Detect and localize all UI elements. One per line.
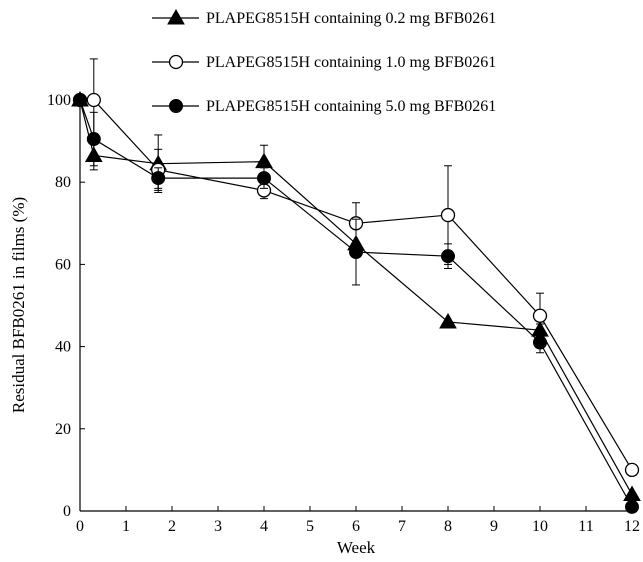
legend-marker xyxy=(168,54,184,70)
y-tick-label: 40 xyxy=(55,339,71,356)
data-point xyxy=(533,335,547,350)
data-point xyxy=(86,92,101,108)
x-tick-label: 10 xyxy=(532,518,548,535)
series-1 xyxy=(71,90,641,502)
legend-label: PLAPEG8515H containing 0.2 mg BFB0261 xyxy=(206,10,496,27)
y-tick-label: 0 xyxy=(63,503,71,520)
legend-marker xyxy=(167,8,185,25)
data-point xyxy=(257,171,271,186)
legend-item-2: PLAPEG8515H containing 1.0 mg BFB0261 xyxy=(152,54,496,71)
data-point xyxy=(623,485,641,502)
legend-marker xyxy=(169,99,183,113)
y-tick-label: 20 xyxy=(55,421,71,438)
x-tick-label: 12 xyxy=(624,518,640,535)
y-ticks: 0 20 40 60 80 100 xyxy=(47,92,85,520)
x-tick-label: 1 xyxy=(122,518,130,535)
series-line xyxy=(80,99,633,471)
x-tick-label: 6 xyxy=(352,518,360,535)
series-3 xyxy=(73,93,639,514)
data-point xyxy=(255,152,273,169)
legend: PLAPEG8515H containing 0.2 mg BFB0261 PLA… xyxy=(152,8,496,115)
y-tick-label: 60 xyxy=(55,256,71,273)
x-tick-label: 7 xyxy=(398,518,406,535)
data-point xyxy=(439,312,457,329)
legend-label: PLAPEG8515H containing 5.0 mg BFB0261 xyxy=(206,98,496,115)
data-point xyxy=(349,245,363,260)
x-axis-label: Week xyxy=(337,538,376,557)
data-point xyxy=(440,207,456,223)
x-tick-label: 8 xyxy=(444,518,452,535)
y-tick-label: 100 xyxy=(47,92,71,109)
data-point xyxy=(86,132,101,147)
legend-item-1: PLAPEG8515H containing 0.2 mg BFB0261 xyxy=(152,8,496,27)
x-tick-label: 0 xyxy=(76,518,84,535)
data-point xyxy=(625,499,639,514)
data-point xyxy=(151,171,166,186)
x-ticks: 0 1 2 3 4 5 6 7 8 9 10 11 12 xyxy=(76,506,640,535)
x-tick-label: 4 xyxy=(260,518,268,535)
plot-area xyxy=(71,58,641,514)
legend-item-3: PLAPEG8515H containing 5.0 mg BFB0261 xyxy=(152,98,496,115)
data-point xyxy=(624,462,640,478)
data-point xyxy=(532,308,548,323)
x-tick-label: 2 xyxy=(168,518,176,535)
x-tick-label: 3 xyxy=(214,518,222,535)
y-tick-label: 80 xyxy=(55,174,71,191)
x-tick-label: 5 xyxy=(306,518,314,535)
x-tick-label: 9 xyxy=(490,518,498,535)
data-point xyxy=(441,249,455,264)
series-line xyxy=(79,99,633,508)
series-line xyxy=(79,99,633,495)
y-axis-label: Residual BFB0261 in films (%) xyxy=(9,197,28,413)
series-2 xyxy=(72,58,640,478)
legend-label: PLAPEG8515H containing 1.0 mg BFB0261 xyxy=(206,54,496,71)
x-tick-label: 11 xyxy=(578,518,593,535)
data-point xyxy=(73,93,87,107)
